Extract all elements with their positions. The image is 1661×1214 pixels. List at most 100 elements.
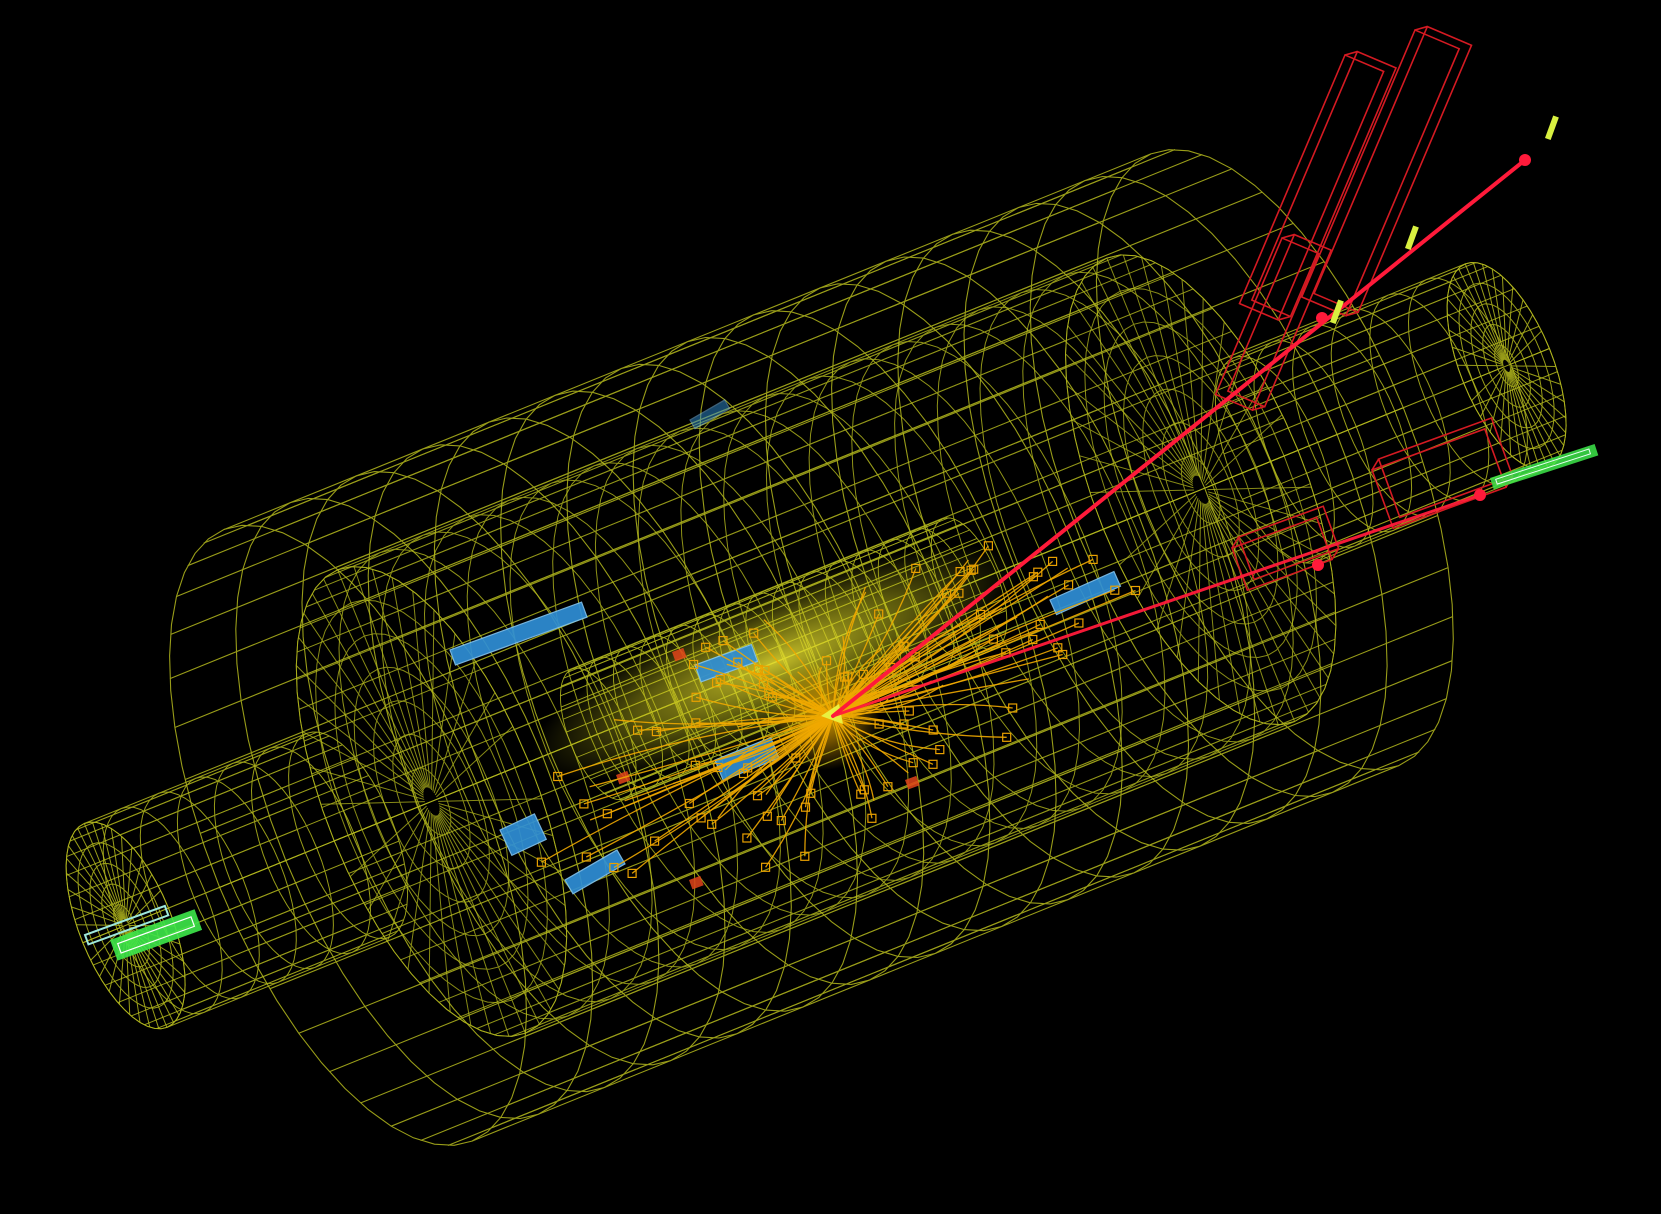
inner-core-glow bbox=[531, 545, 1017, 780]
track-endpoint-box bbox=[955, 566, 965, 577]
hadron-track bbox=[832, 576, 1034, 717]
track-endpoint-box bbox=[935, 744, 945, 755]
hadron-track bbox=[693, 663, 834, 717]
muon-chamber-middle bbox=[1238, 50, 1398, 321]
forward-module-cyan bbox=[83, 904, 170, 946]
hadron-track bbox=[763, 619, 834, 717]
hadron-track bbox=[832, 559, 969, 717]
calorimeter-block bbox=[1049, 570, 1122, 616]
muon-hit-segment bbox=[1545, 115, 1559, 141]
track-endpoint-box bbox=[742, 833, 752, 843]
muon-hit-point bbox=[1519, 154, 1531, 166]
track-endpoint-box bbox=[874, 609, 884, 619]
track-endpoint-box bbox=[738, 768, 749, 779]
track-endpoint-box bbox=[791, 753, 801, 763]
forward-module-green-inner bbox=[116, 916, 196, 954]
hadron-track bbox=[832, 589, 1136, 717]
hadron-track bbox=[724, 715, 834, 771]
track-endpoint-box bbox=[800, 802, 811, 812]
track-endpoint-box bbox=[579, 799, 589, 809]
track-endpoint-box bbox=[701, 642, 711, 652]
forward-modules bbox=[83, 444, 1599, 961]
hadron-track bbox=[613, 715, 834, 869]
hadron-track bbox=[832, 591, 867, 717]
hadron-track bbox=[726, 663, 834, 717]
track-endpoint-box bbox=[904, 706, 914, 716]
track-endpoint-box bbox=[899, 719, 909, 729]
track-endpoint-box bbox=[941, 588, 952, 598]
track-endpoint-box bbox=[715, 674, 725, 685]
muon-track-lower bbox=[832, 493, 1481, 718]
track-endpoint-box bbox=[581, 852, 591, 862]
track-endpoint-box bbox=[928, 759, 938, 769]
hadron-track bbox=[688, 715, 834, 805]
hadron-track bbox=[832, 703, 1013, 717]
track-endpoint-box bbox=[1008, 703, 1018, 713]
track-endpoint-box bbox=[776, 815, 786, 826]
hadron-track bbox=[743, 715, 834, 775]
muon-hit-point bbox=[1312, 559, 1324, 571]
muon-chambers bbox=[1214, 25, 1514, 592]
hadron-track bbox=[810, 715, 834, 794]
hadron-track bbox=[832, 715, 940, 751]
track-endpoint-box bbox=[954, 588, 964, 598]
muon-chamber-outer bbox=[1300, 25, 1473, 317]
track-endpoint-box bbox=[1130, 585, 1141, 596]
muon-hit-point bbox=[1316, 312, 1328, 324]
calorimeter-block bbox=[564, 849, 626, 895]
track-endpoint-box bbox=[1110, 585, 1120, 595]
hadron-track bbox=[832, 678, 1030, 717]
hadron-track bbox=[832, 715, 1007, 738]
track-endpoint-box bbox=[911, 563, 921, 574]
track-endpoint-box bbox=[1035, 619, 1045, 630]
track-endpoint-box bbox=[1028, 634, 1038, 645]
track-endpoint-box bbox=[651, 726, 662, 737]
hadron-track bbox=[832, 653, 1063, 717]
track-endpoint-box bbox=[858, 669, 868, 680]
track-endpoint-box bbox=[1088, 554, 1098, 565]
track-endpoint-box bbox=[707, 819, 717, 829]
energy-blip bbox=[672, 647, 687, 662]
track-endpoint-box bbox=[760, 665, 770, 675]
hadron-track bbox=[832, 595, 1049, 717]
track-endpoint-box bbox=[1074, 618, 1084, 628]
hadron-track bbox=[557, 715, 834, 778]
track-endpoint-box bbox=[988, 634, 999, 644]
track-endpoint-box bbox=[688, 659, 699, 670]
track-endpoint-box bbox=[1063, 580, 1074, 590]
muon-tracks bbox=[831, 115, 1559, 718]
hadron-track bbox=[804, 715, 834, 857]
track-endpoint-box bbox=[800, 851, 810, 861]
track-endpoint-box bbox=[856, 789, 866, 799]
forward-module-green bbox=[110, 909, 203, 961]
interaction-vertex-marker bbox=[821, 704, 843, 724]
calorimeter-deposits bbox=[449, 399, 1122, 895]
hadron-track bbox=[832, 715, 862, 795]
calorimeter-block bbox=[499, 813, 548, 857]
track-endpoint-box bbox=[1047, 556, 1058, 567]
track-endpoint-box bbox=[684, 798, 694, 809]
track-endpoint-box bbox=[718, 635, 728, 646]
muon-track-upper bbox=[831, 158, 1527, 718]
muon-hit-segment bbox=[1330, 299, 1344, 325]
hadron-track bbox=[832, 571, 961, 717]
track-endpoint-box bbox=[536, 857, 547, 867]
track-endpoint-box bbox=[760, 862, 771, 872]
track-endpoint-box bbox=[983, 541, 994, 551]
track-endpoint-box bbox=[690, 760, 700, 770]
left-endcap-disk bbox=[295, 566, 568, 1037]
energy-blip bbox=[905, 775, 920, 790]
track-endpoint-box bbox=[908, 758, 918, 768]
right-endcap-disk bbox=[1064, 254, 1337, 726]
left-forward-cylinder bbox=[65, 731, 409, 1030]
track-endpoint-box bbox=[867, 813, 877, 823]
track-endpoint-box bbox=[749, 628, 759, 638]
hadron-track bbox=[832, 567, 1069, 717]
calorimeter-block bbox=[449, 601, 588, 666]
muon-chamber-forward-outer bbox=[1370, 416, 1514, 530]
track-endpoint-box bbox=[1053, 643, 1063, 653]
track-endpoint-box bbox=[609, 862, 619, 873]
track-endpoint-box bbox=[966, 565, 976, 575]
